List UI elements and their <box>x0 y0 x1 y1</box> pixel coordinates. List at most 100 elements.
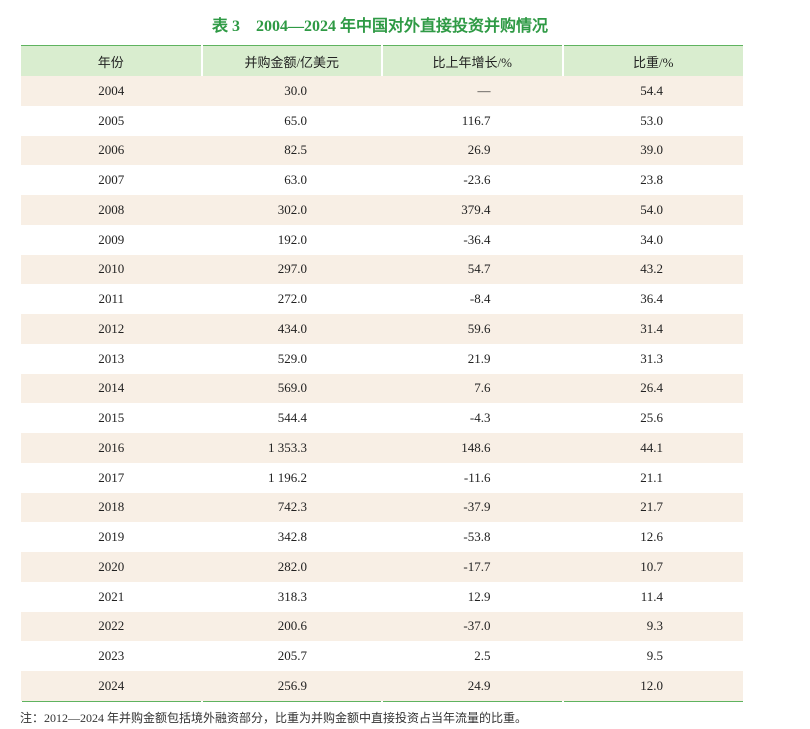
table-row: 2021 318.3 12.9 11.4 <box>21 582 743 612</box>
table-cell: 569.0 <box>201 373 382 404</box>
table-cell: -4.3 <box>469 410 491 426</box>
table-cell: 12.0 <box>562 671 743 702</box>
table-cell: 9.3 <box>562 611 743 642</box>
header-cell: 年份 <box>21 45 202 76</box>
table-note: 注：2012—2024 年并购金额包括境外融资部分，比重为并购金额中直接投资占当… <box>20 711 528 725</box>
table-row: 2012 434.0 59.6 31.4 <box>21 314 743 344</box>
table-cell: 2012 <box>21 314 202 344</box>
table-row: 2023 205.7 2.5 9.5 <box>21 641 743 671</box>
table-cell: 742.3 <box>201 492 382 523</box>
table-row: 2019 342.8 -53.8 12.6 <box>21 522 743 552</box>
table-cell: 7.6 <box>382 373 563 404</box>
table-cell: 24.9 <box>382 671 563 702</box>
table-cell: 116.7 <box>461 112 491 128</box>
table-cell: 53.0 <box>640 112 663 128</box>
table-cell: 297.0 <box>201 254 382 285</box>
table-row: 2005 65.0 116.7 53.0 <box>21 106 743 136</box>
header-cell: 并购金额/亿美元 <box>200 45 382 76</box>
table-row: 2014 569.0 7.6 26.4 <box>21 373 743 404</box>
header-row: 年份 并购金额/亿美元 比上年增长/% 比重/% <box>21 45 743 76</box>
table-cell: 2008 <box>21 195 202 225</box>
table-body: 2004 30.0—54.4 2005 65.0 116.7 53.0 2006 82.5 26… <box>21 76 743 702</box>
table-cell: 59.6 <box>382 314 563 344</box>
table-row: 2010 297.0 54.7 43.2 <box>21 254 743 285</box>
table-cell: 302.0 <box>201 195 382 225</box>
table: 年份 并购金额/亿美元 比上年增长/% 比重/% 2004 30.0—54.4 2005 6… <box>20 45 743 702</box>
table-cell: 256.9 <box>201 671 382 702</box>
table-cell: 2021 <box>98 588 125 604</box>
table-cell: 25.6 <box>640 410 663 426</box>
table-cell: 30.0 <box>201 76 382 106</box>
table-cell: 2013 <box>98 350 125 366</box>
table-cell: 2006 <box>21 135 202 166</box>
table-cell: 36.4 <box>640 291 663 307</box>
table-row: 2015 544.4 -4.3 25.6 <box>21 403 743 433</box>
table-cell: 2015 <box>98 410 125 426</box>
table-cell: 272.0 <box>277 291 307 307</box>
table-cell: 1 353.3 <box>201 433 382 463</box>
table-cell: -11.6 <box>463 469 491 485</box>
table-cell: 2.5 <box>474 648 491 664</box>
table-cell: 2024 <box>21 671 202 702</box>
table-cell: 2009 <box>98 231 125 247</box>
table-cell: 21.7 <box>562 492 743 523</box>
table-cell: 82.5 <box>201 135 382 166</box>
table-cell: 26.9 <box>382 135 563 166</box>
table-cell: 342.8 <box>277 529 307 545</box>
table-cell: 1 196.2 <box>268 469 307 485</box>
table-row: 2007 63.0 -23.6 23.8 <box>21 165 743 195</box>
table-cell: -53.8 <box>463 529 491 545</box>
table-cell: 12.9 <box>467 588 491 604</box>
table-cell: -36.4 <box>463 231 491 247</box>
table-cell: 34.0 <box>640 231 663 247</box>
table-cell: 63.0 <box>284 172 307 188</box>
table-cell: 2020 <box>21 552 202 582</box>
table-cell: -17.7 <box>382 552 563 582</box>
table-cell: 21.1 <box>640 469 663 485</box>
table-row: 2016 1 353.3 148.6 44.1 <box>21 433 743 463</box>
table-cell: 43.2 <box>562 254 743 285</box>
table-cell: 200.6 <box>201 611 382 642</box>
table-row: 2022 200.6 -37.0 9.3 <box>21 611 743 642</box>
table-cell: 21.9 <box>467 350 491 366</box>
table-cell: 544.4 <box>277 410 307 426</box>
table-cell: 2016 <box>21 433 202 463</box>
table-cell: 2011 <box>98 291 125 307</box>
table-row: 2020 282.0 -17.7 10.7 <box>21 552 743 582</box>
table-cell: 44.1 <box>562 433 743 463</box>
table-title: 表 3 2004—2024 年中国对外直接投资并购情况 <box>211 18 548 35</box>
table-cell: 2004 <box>21 76 202 106</box>
table-cell: -23.6 <box>463 172 491 188</box>
header-cell: 比重/% <box>561 45 743 76</box>
table-cell: -37.9 <box>382 492 563 523</box>
table-cell: 2014 <box>21 373 202 404</box>
table-cell: 318.3 <box>277 588 307 604</box>
table-row: 2013 529.0 21.9 31.3 <box>21 344 743 374</box>
table-cell: 2023 <box>98 648 125 664</box>
table-row: 2006 82.5 26.9 39.0 <box>21 135 743 166</box>
table-cell: 529.0 <box>277 350 307 366</box>
table-cell: 434.0 <box>201 314 382 344</box>
header-cell: 比上年增长/% <box>381 45 563 76</box>
table-row: 2009 192.0 -36.4 34.0 <box>21 225 743 255</box>
table-cell: 2007 <box>98 172 125 188</box>
table-cell: 31.3 <box>640 350 663 366</box>
table-cell: 2017 <box>98 469 125 485</box>
table-cell: 2005 <box>98 112 125 128</box>
table-cell: -37.0 <box>382 611 563 642</box>
table-cell: 2018 <box>21 492 202 523</box>
table-row: 2018 742.3 -37.9 21.7 <box>21 492 743 523</box>
table-cell: 23.8 <box>640 172 663 188</box>
table-row: 2004 30.0—54.4 <box>21 76 743 106</box>
table-cell: -8.4 <box>469 291 491 307</box>
table-cell: 12.6 <box>640 529 663 545</box>
table-cell: 54.0 <box>562 195 743 225</box>
table-cell: 2019 <box>98 529 125 545</box>
table-cell: 31.4 <box>562 314 743 344</box>
table-cell: 192.0 <box>277 231 307 247</box>
table-cell: 2010 <box>21 254 202 285</box>
table-cell: — <box>382 76 563 106</box>
table-cell: 205.7 <box>277 648 307 664</box>
table-cell: 9.5 <box>646 648 663 664</box>
